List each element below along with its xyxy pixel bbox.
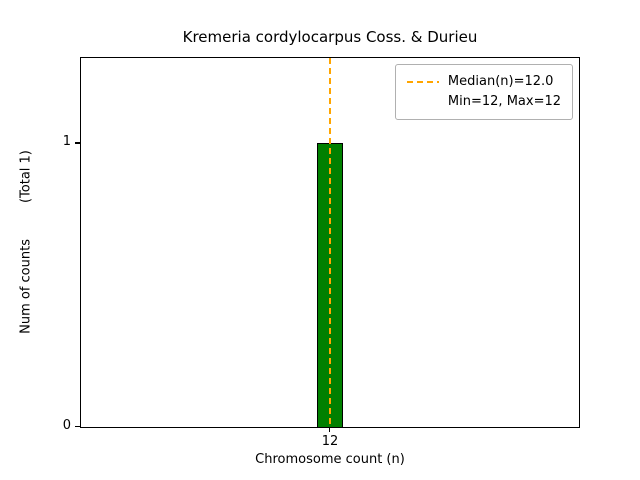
y-tick-1-mark	[75, 142, 80, 144]
legend-label-median: Median(n)=12.0	[447, 74, 554, 89]
x-tick-12-mark	[329, 427, 331, 432]
y-axis-label-text: Num of counts	[18, 239, 34, 334]
x-axis-label: Chromosome count (n)	[255, 452, 405, 467]
legend-spacer	[407, 101, 439, 103]
legend-entry-minmax: Min=12, Max=12	[407, 92, 561, 112]
y-tick-1-label: 1	[62, 134, 71, 150]
legend-entry-median: Median(n)=12.0	[406, 72, 561, 92]
plot-area: Median(n)=12.0 Min=12, Max=12 0 1 12	[63, 57, 580, 449]
legend: Median(n)=12.0 Min=12, Max=12	[394, 64, 573, 121]
y-axis-label: Num of counts (Total 1)	[19, 150, 34, 334]
median-dashed-line-icon	[406, 81, 439, 84]
legend-label-minmax: Min=12, Max=12	[447, 94, 561, 110]
median-line	[329, 58, 331, 427]
y-tick-0-mark	[75, 426, 80, 428]
y-tick-0-label: 0	[62, 418, 71, 433]
y-axis-label-note: (Total 1)	[18, 150, 34, 204]
x-tick-12-label: 12	[321, 434, 339, 449]
chart-title: Kremeria cordylocarpus Coss. & Durieu	[182, 28, 478, 46]
